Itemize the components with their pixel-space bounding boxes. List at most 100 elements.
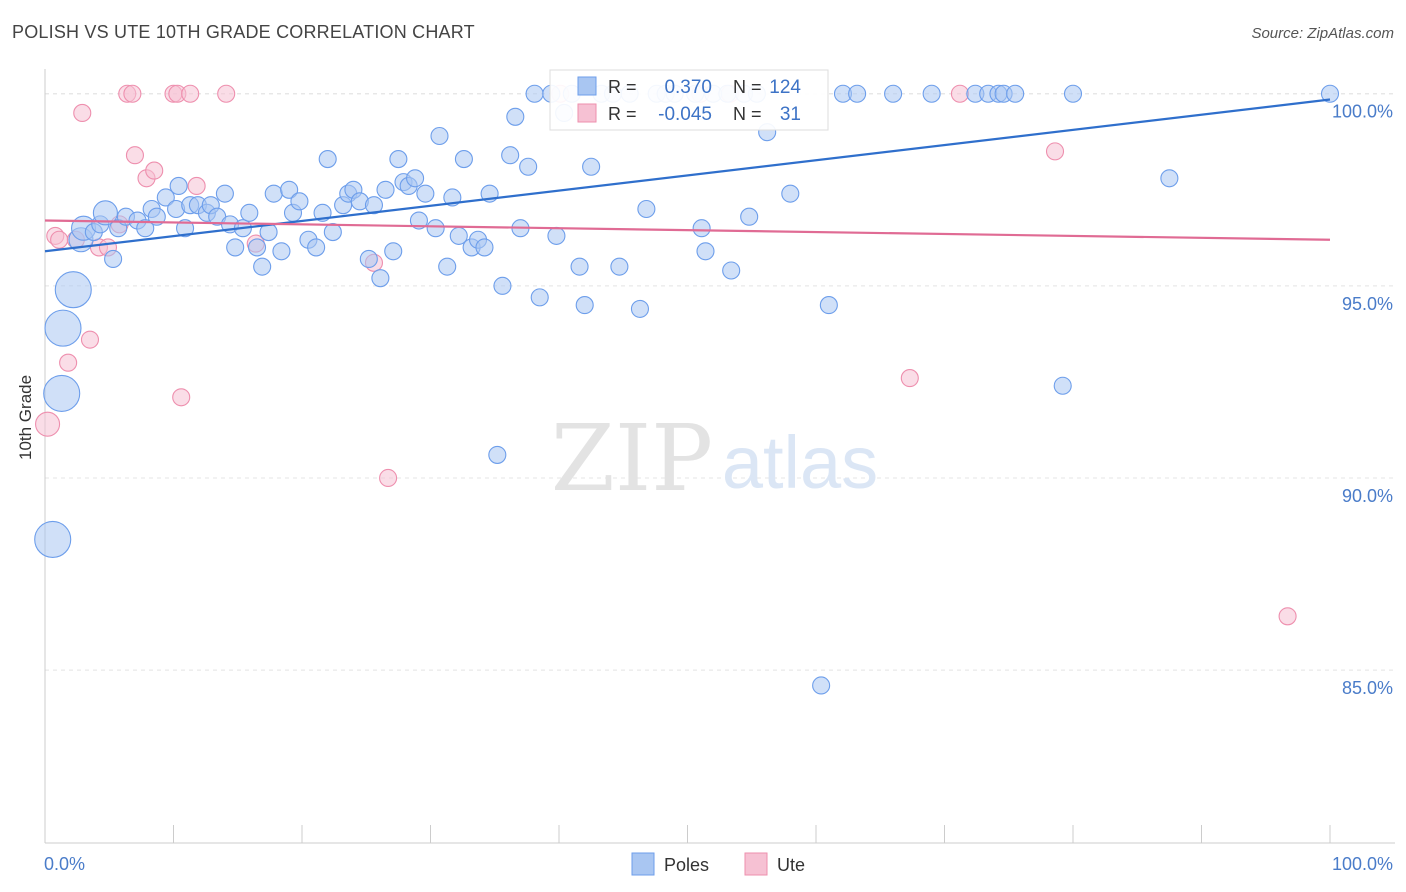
poles-point: [848, 84, 867, 103]
ute-point: [35, 411, 61, 437]
y-tick-label: 100.0%: [1332, 102, 1393, 122]
poles-point: [92, 200, 118, 226]
ute-point: [125, 146, 144, 165]
poles-point: [696, 242, 715, 261]
poles-point: [692, 219, 711, 238]
ute-point: [73, 103, 92, 123]
ute-point: [145, 161, 164, 180]
x-tick-label: 100.0%: [1332, 854, 1393, 874]
poles-point: [781, 184, 800, 203]
poles-point: [740, 207, 759, 226]
y-tick-label: 85.0%: [1342, 678, 1393, 698]
poles-point: [290, 192, 309, 211]
poles-point: [416, 184, 435, 203]
poles-point: [364, 196, 384, 215]
poles-point: [104, 249, 123, 269]
poles-point: [44, 309, 82, 347]
poles-n-label: N =: [733, 77, 762, 97]
source-label: Source: ZipAtlas.com: [1251, 25, 1394, 42]
y-tick-label: 90.0%: [1342, 486, 1393, 506]
legend: Poles Ute: [631, 852, 805, 876]
poles-point: [147, 207, 166, 226]
legend-item-poles[interactable]: Poles: [631, 852, 709, 876]
ute-swatch: [577, 103, 597, 123]
x-tick-label: 0.0%: [44, 854, 85, 874]
poles-point: [226, 238, 245, 257]
ute-trend-line: [44, 219, 1331, 241]
poles-point: [525, 84, 544, 103]
ute-r-value: -0.045: [658, 104, 712, 125]
poles-point: [247, 238, 267, 257]
poles-point: [389, 150, 408, 169]
poles-point: [1053, 376, 1072, 395]
ute-point: [217, 84, 236, 103]
poles-point: [307, 238, 326, 257]
poles-point: [582, 157, 601, 176]
legend-label-poles: Poles: [664, 855, 709, 875]
poles-point: [812, 676, 831, 695]
ute-point: [80, 330, 100, 349]
poles-point: [169, 176, 188, 196]
poles-point: [519, 157, 538, 176]
poles-point: [547, 226, 566, 245]
poles-point: [454, 150, 473, 169]
tick-labels: 85.0% 90.0% 95.0% 100.0% 0.0% 100.0%: [44, 102, 1393, 874]
ute-point: [50, 230, 69, 249]
poles-point: [488, 445, 507, 464]
poles-point: [1160, 169, 1179, 188]
poles-point: [43, 374, 81, 412]
poles-point: [323, 223, 342, 242]
axes: [44, 69, 1395, 844]
poles-r-label: R =: [608, 77, 637, 97]
ute-point: [59, 353, 78, 372]
poles-point: [264, 184, 283, 203]
poles-point: [359, 249, 378, 269]
legend-swatch-poles: [631, 852, 655, 876]
poles-point: [430, 126, 449, 146]
poles-trend-line: [44, 98, 1331, 253]
watermark-atlas: atlas: [722, 421, 878, 504]
legend-swatch-ute: [744, 852, 768, 876]
poles-point: [501, 146, 520, 165]
legend-label-ute: Ute: [777, 855, 805, 875]
poles-point: [136, 219, 155, 238]
poles-point: [406, 169, 425, 188]
ute-point: [123, 84, 142, 103]
legend-item-ute[interactable]: Ute: [744, 852, 805, 876]
poles-point: [253, 257, 272, 276]
ute-point: [172, 388, 191, 407]
poles-point: [54, 271, 92, 309]
poles-point: [1006, 84, 1025, 103]
ute-point: [379, 468, 398, 488]
watermark-zip: ZIP: [551, 405, 713, 512]
poles-point: [637, 199, 656, 219]
poles-point: [176, 219, 195, 238]
poles-point: [438, 257, 457, 276]
poles-point: [506, 107, 525, 126]
ute-point: [181, 84, 200, 103]
poles-point: [34, 520, 72, 559]
poles-point: [630, 299, 650, 318]
ute-point: [187, 176, 206, 196]
poles-swatch: [577, 76, 597, 96]
poles-point: [570, 257, 589, 276]
poles-point: [575, 296, 594, 315]
poles-point: [610, 257, 629, 276]
ute-point: [900, 369, 919, 388]
trend-lines: [44, 98, 1331, 253]
poles-point: [376, 180, 395, 199]
poles-point: [722, 261, 741, 280]
poles-point: [318, 150, 337, 169]
poles-point: [493, 276, 512, 295]
ute-n-label: N =: [733, 104, 762, 124]
poles-point: [884, 84, 903, 103]
poles-r-value: 0.370: [664, 77, 712, 98]
ute-point: [950, 84, 969, 103]
ute-r-label: R =: [608, 104, 637, 124]
poles-point: [475, 238, 494, 257]
poles-point: [819, 296, 838, 315]
poles-point: [240, 203, 259, 222]
chart-title: POLISH VS UTE 10TH GRADE CORRELATION CHA…: [12, 22, 475, 42]
poles-point: [280, 180, 299, 199]
poles-n-value: 124: [769, 77, 801, 98]
